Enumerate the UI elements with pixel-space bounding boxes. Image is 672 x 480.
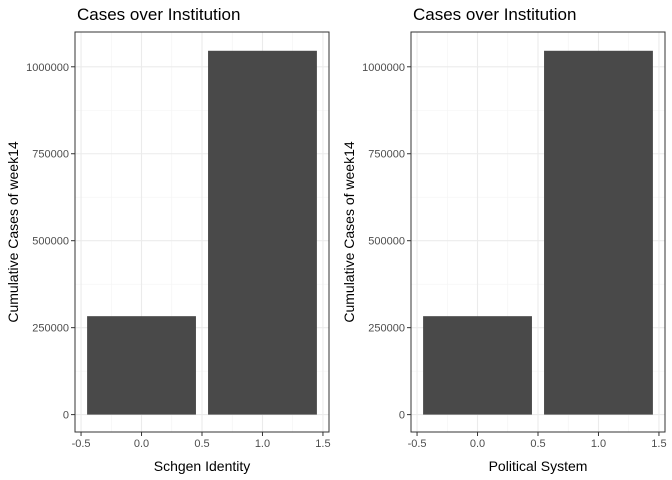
bar (208, 50, 317, 415)
y-tick-label: 250000 (368, 323, 405, 335)
chart-title: Cases over Institution (77, 5, 240, 24)
x-tick-label: 1.0 (255, 438, 270, 450)
x-tick-label: 1.5 (651, 438, 666, 450)
y-axis-title: Cumulative Cases of week14 (5, 141, 21, 323)
x-tick-label: 0.0 (134, 438, 149, 450)
x-tick-label: 1.0 (591, 438, 606, 450)
x-axis-title: Political System (489, 458, 588, 474)
x-tick-label: 0.5 (194, 438, 209, 450)
bar (87, 316, 196, 415)
y-tick-label: 500000 (32, 236, 69, 248)
bar (544, 50, 653, 415)
chart-panel-left: -0.5 0.0 0.5 1.0 1.5 0 250000 500000 750000 10000… (5, 5, 331, 474)
x-tick-label: 0.0 (470, 438, 485, 450)
x-tick-label: -0.5 (72, 438, 91, 450)
x-axis-title: Schgen Identity (154, 458, 251, 474)
y-tick-label: 0 (63, 410, 69, 422)
chart-panel-right: -0.5 0.0 0.5 1.0 1.5 0 250000 500000 750000 10000… (341, 5, 667, 474)
y-tick-label: 250000 (32, 323, 69, 335)
y-tick-label: 500000 (368, 236, 405, 248)
y-tick-label: 1000000 (362, 62, 405, 74)
y-tick-label: 750000 (368, 149, 405, 161)
y-tick-label: 1000000 (26, 62, 69, 74)
y-tick-label: 750000 (32, 149, 69, 161)
chart-title: Cases over Institution (413, 5, 576, 24)
y-axis-title: Cumulative Cases of week14 (341, 141, 357, 323)
bar (423, 316, 532, 415)
x-tick-label: 1.5 (315, 438, 330, 450)
y-tick-label: 0 (399, 410, 405, 422)
x-tick-label: -0.5 (408, 438, 427, 450)
x-tick-label: 0.5 (530, 438, 545, 450)
